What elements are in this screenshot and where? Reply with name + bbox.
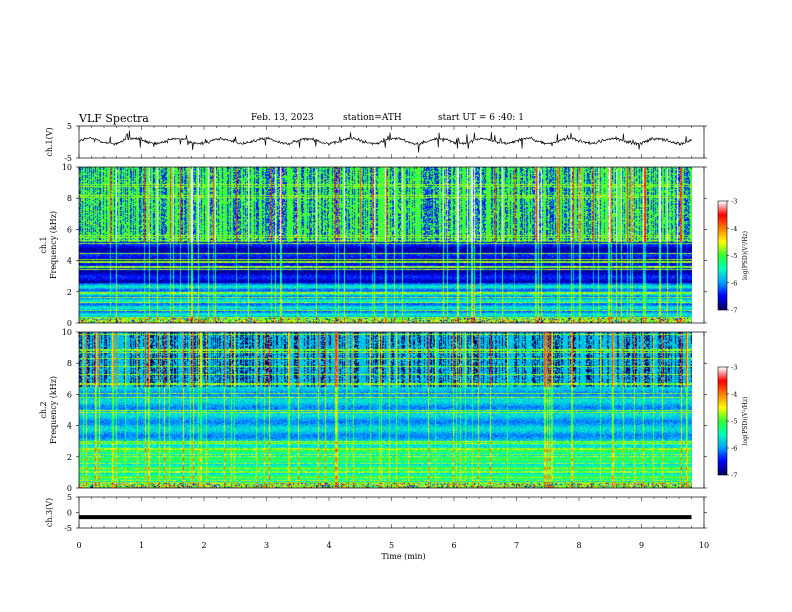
y-axis-label: ch.1(V) [45, 127, 54, 156]
y-tick-label: 6 [67, 225, 72, 234]
colorbar-tick-label: -6 [731, 445, 737, 453]
colorbar-ch1 [718, 201, 727, 310]
y-tick-label: 5 [67, 493, 72, 502]
x-tick-label: 8 [576, 541, 581, 550]
y-tick-label: 4 [67, 257, 72, 266]
y-tick-label: 0 [67, 509, 72, 518]
colorbar-tick-label: -4 [731, 391, 737, 399]
y-axis-label: ch.3(V) [45, 498, 54, 527]
colorbar-tick-label: -7 [731, 307, 737, 315]
x-axis-label: Time (min) [381, 552, 425, 561]
x-tick-label: 4 [326, 541, 331, 550]
station-label: station=ATH [343, 113, 402, 123]
y-tick-label: 2 [67, 453, 72, 462]
y-tick-label: 10 [62, 163, 72, 172]
panel-frame-1 [78, 125, 705, 159]
x-tick-label: 6 [451, 541, 456, 550]
colorbar-tick-label: -3 [731, 364, 737, 372]
colorbar-label: log(PSD)(V²/Hz) [742, 397, 749, 446]
y-tick-label: 10 [62, 328, 72, 337]
panel-frame-4 [78, 496, 705, 529]
y-tick-label: 8 [67, 194, 72, 203]
y-tick-label: -5 [64, 524, 72, 533]
y-tick-label: 0 [67, 319, 72, 328]
y-tick-label: 6 [67, 390, 72, 399]
x-tick-label: 0 [76, 541, 81, 550]
start-time-label: start UT = 6 :40: 1 [438, 113, 524, 123]
colorbar-ch2 [718, 367, 727, 475]
colorbar-tick-label: -5 [731, 418, 737, 426]
x-tick-label: 7 [514, 541, 519, 550]
y-axis-label-channel: ch.1 [39, 236, 48, 253]
x-tick-label: 5 [389, 541, 394, 550]
date-label: Feb. 13, 2023 [251, 113, 314, 123]
x-tick-label: 10 [699, 541, 709, 550]
ch1-waveform-line [78, 130, 692, 153]
y-tick-label: 4 [67, 422, 72, 431]
y-tick-label: 2 [67, 288, 72, 297]
colorbar-label: log(PSD)(V²/Hz) [742, 231, 749, 280]
x-tick-label: 2 [201, 541, 206, 550]
y-axis-label-channel: ch.2 [39, 401, 48, 418]
y-axis-label: Frequency (kHz) [49, 211, 58, 279]
x-tick-label: 3 [264, 541, 269, 550]
spectrogram-image-ch1 [79, 167, 692, 323]
y-axis-label: Frequency (kHz) [49, 376, 58, 444]
colorbar-tick-label: -3 [731, 198, 737, 206]
y-tick-label: 5 [67, 122, 72, 131]
y-tick-label: 8 [67, 359, 72, 368]
colorbar-tick-label: -6 [731, 279, 737, 287]
y-tick-label: -5 [64, 154, 72, 163]
colorbar-tick-label: -4 [731, 225, 737, 233]
x-tick-label: 1 [139, 541, 144, 550]
x-tick-label: 9 [639, 541, 644, 550]
chart-title: VLF Spectra [79, 112, 149, 125]
spectrogram-image-ch2 [79, 332, 692, 488]
y-tick-label: 0 [67, 484, 72, 493]
colorbar-tick-label: -7 [731, 472, 737, 480]
colorbar-tick-label: -5 [731, 252, 737, 260]
